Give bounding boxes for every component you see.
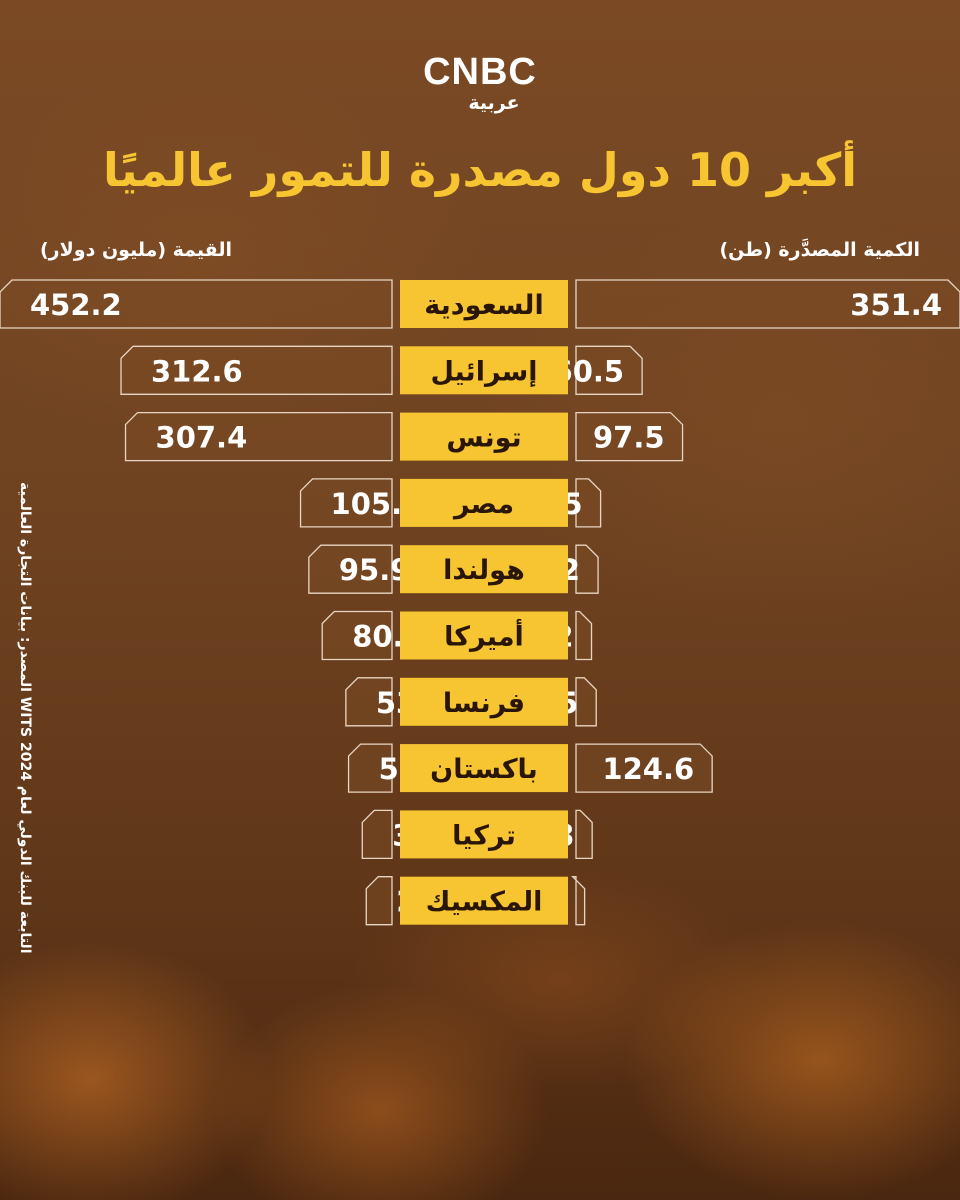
value-bar <box>345 677 393 727</box>
quantity-bar <box>575 809 593 860</box>
value-label: 312.6 <box>151 354 243 388</box>
value-bar <box>308 544 393 594</box>
country-tag <box>400 810 568 859</box>
country-tag <box>400 677 568 726</box>
value-bar <box>299 478 393 528</box>
chart-title: أكبر 10 دول مصدرة للتمور عالميًا <box>103 143 857 197</box>
country-tag <box>400 280 568 328</box>
quantity-bar <box>575 743 713 793</box>
country-label: المكسيك <box>426 887 543 918</box>
quantity-bar <box>575 345 643 395</box>
country-label: السعودية <box>424 290 543 321</box>
country-tag <box>400 744 568 793</box>
value-bar <box>365 876 393 926</box>
quantity-column-header: الكمية المصدَّرة (طن) <box>719 239 920 261</box>
country-label: باكستان <box>430 754 538 785</box>
country-label: أميركا <box>444 619 524 653</box>
country-label: تونس <box>446 423 521 454</box>
country-label: إسرائيل <box>430 356 537 387</box>
country-tag <box>400 545 568 594</box>
value-bar <box>0 279 393 329</box>
country-label: تركيا <box>452 820 516 851</box>
value-bar <box>361 809 393 860</box>
quantity-bar <box>575 610 593 661</box>
value-bar <box>124 411 393 462</box>
value-label: 95.9 <box>339 553 411 587</box>
quantity-bar <box>575 279 960 329</box>
value-label: 307.4 <box>156 421 248 455</box>
value-column-header: القيمة (مليون دولار) <box>40 239 232 261</box>
country-label: فرنسا <box>443 688 525 719</box>
logo-sub: عربية <box>468 92 520 114</box>
quantity-bar <box>571 876 586 926</box>
quantity-bar <box>575 677 597 727</box>
country-label: مصر <box>452 489 514 520</box>
quantity-label: 351.4 <box>850 288 942 322</box>
country-tag <box>400 611 568 660</box>
quantity-bar <box>575 478 602 528</box>
cnbc-arabia-logo: CNBC عربية <box>0 52 960 114</box>
country-tag <box>400 876 568 925</box>
quantity-bar <box>575 411 684 462</box>
country-label: هولندا <box>443 555 525 586</box>
quantity-bar <box>575 544 599 594</box>
country-tag <box>400 412 568 461</box>
logo-brand: CNBC <box>423 51 537 93</box>
quantity-label: 97.5 <box>593 421 665 455</box>
quantity-label: 124.6 <box>602 752 694 786</box>
value-bar <box>347 743 393 793</box>
value-bar <box>321 610 393 661</box>
country-tag <box>400 478 568 527</box>
value-label: 452.2 <box>30 288 122 322</box>
country-tag <box>400 346 568 395</box>
value-bar <box>120 345 393 395</box>
